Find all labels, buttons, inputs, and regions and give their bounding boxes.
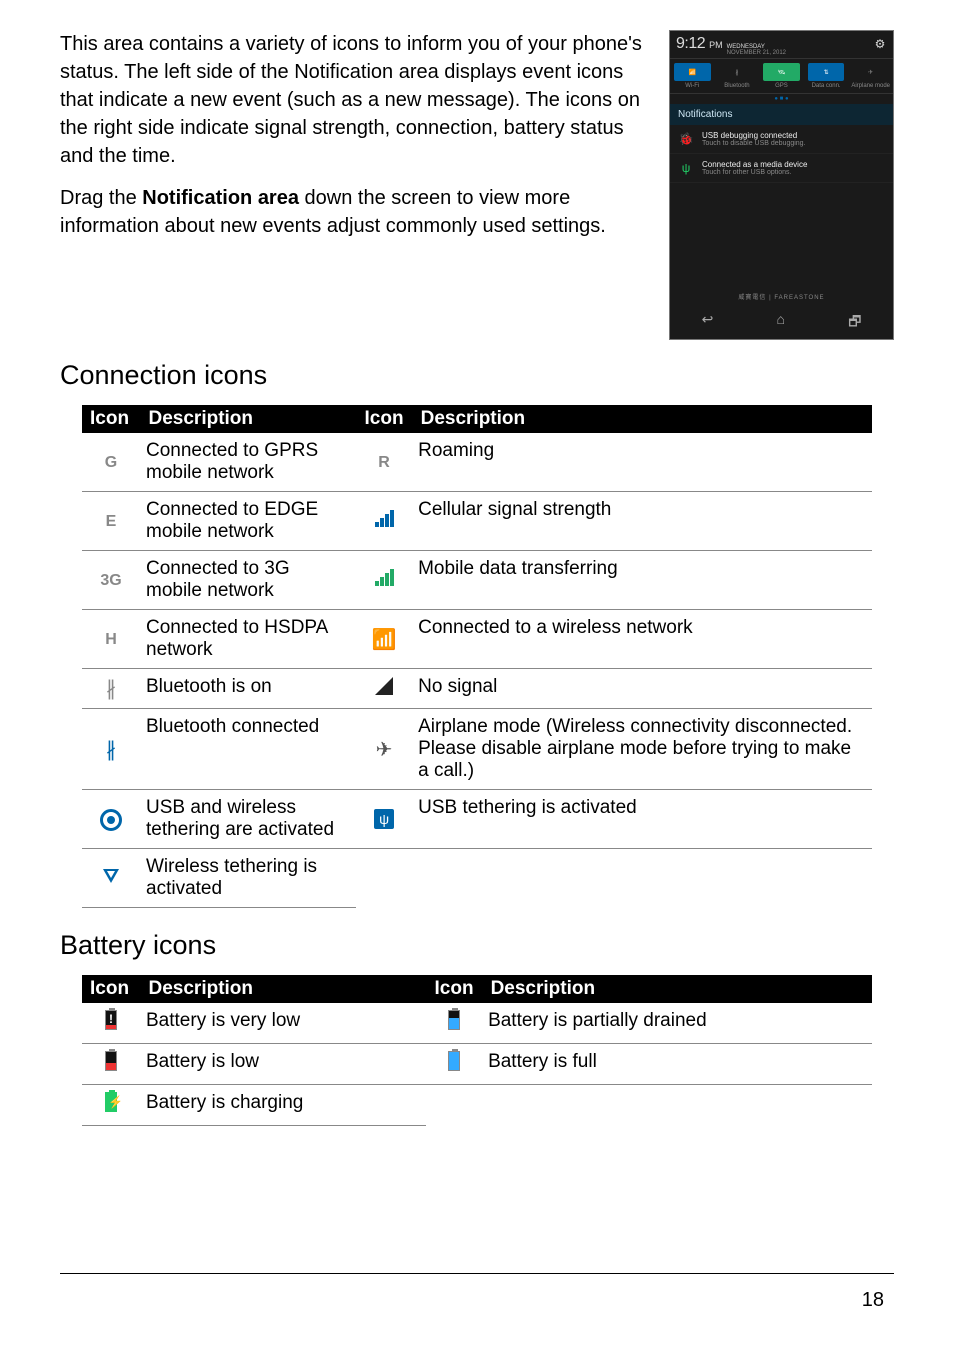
table-row: ∦ Bluetooth connected ✈ Airplane mode (W…	[82, 709, 872, 790]
gprs-icon: G	[105, 454, 117, 471]
home-icon: ⌂	[777, 311, 785, 335]
connection-icons-table: Icon Description Icon Description G Conn…	[82, 405, 872, 908]
panel-date: NOVEMBER 21, 2012	[727, 50, 786, 56]
page-number: 18	[862, 1289, 884, 1312]
table-header-row: Icon Description Icon Description	[82, 975, 872, 1003]
col-desc-2: Description	[412, 405, 871, 433]
toggle-data: ⇅Data conn.	[804, 63, 849, 89]
signal-strength-icon	[375, 509, 394, 527]
recent-icon: 🗗	[848, 311, 861, 335]
battery-partial-icon	[448, 1010, 460, 1030]
table-row: ! Battery is very low Battery is partial…	[82, 1003, 872, 1044]
table-row: H Connected to HSDPA network 📶 Connected…	[82, 610, 872, 669]
battery-very-low-icon: !	[105, 1010, 117, 1030]
usb-tethering-icon: ψ	[374, 809, 394, 829]
roaming-icon: R	[378, 454, 390, 471]
panel-time-row: 9:12 PM WEDNESDAY NOVEMBER 21, 2012 ⚙	[670, 31, 893, 58]
battery-charging-icon: ⚡	[105, 1092, 117, 1112]
airplane-mode-icon: ✈	[376, 739, 393, 761]
bluetooth-on-icon: ∦	[106, 678, 116, 700]
battery-icons-table: Icon Description Icon Description ! Batt…	[82, 975, 872, 1126]
col-icon-2: Icon	[356, 405, 412, 433]
col-desc-1: Description	[140, 975, 426, 1003]
notifications-header: Notifications	[670, 104, 893, 125]
notification-area-bold: Notification area	[142, 187, 299, 209]
tethering-both-icon	[100, 809, 122, 831]
panel-time: 9:12	[676, 35, 705, 53]
bluetooth-connected-icon: ∦	[106, 739, 116, 761]
table-row: 3G Connected to 3G mobile network Mobile…	[82, 551, 872, 610]
table-row: ⚡ Battery is charging	[82, 1085, 872, 1126]
notif-item-1: 🐞 USB debugging connected Touch to disab…	[670, 125, 893, 154]
toggle-airplane: ✈Airplane mode	[848, 63, 893, 89]
col-icon-2: Icon	[426, 975, 482, 1003]
table-row: E Connected to EDGE mobile network Cellu…	[82, 492, 872, 551]
battery-icons-heading: Battery icons	[60, 930, 894, 961]
table-row: Battery is low Battery is full	[82, 1044, 872, 1085]
data-transfer-icon	[375, 568, 394, 586]
notif-item-2: ψ Connected as a media device Touch for …	[670, 154, 893, 183]
footer-rule	[60, 1273, 894, 1274]
wifi-tethering-icon	[101, 867, 121, 883]
bug-icon: 🐞	[678, 131, 694, 147]
intro-para-2: Drag the Notification area down the scre…	[60, 184, 655, 240]
3g-icon: 3G	[100, 572, 121, 589]
no-signal-icon	[375, 677, 393, 695]
table-row: G Connected to GPRS mobile network R Roa…	[82, 433, 872, 492]
col-desc-2: Description	[482, 975, 871, 1003]
table-row: ∦ Bluetooth is on No signal	[82, 669, 872, 709]
intro-para-1: This area contains a variety of icons to…	[60, 30, 655, 170]
edge-icon: E	[106, 513, 117, 530]
back-icon: ↩	[702, 311, 714, 335]
col-icon-1: Icon	[82, 405, 140, 433]
usb-icon: ψ	[678, 160, 694, 176]
settings-icon: ⚙	[873, 37, 887, 51]
panel-nav-buttons: ↩ ⌂ 🗗	[670, 305, 893, 339]
notification-panel-screenshot: 9:12 PM WEDNESDAY NOVEMBER 21, 2012 ⚙ 📶W…	[669, 30, 894, 340]
battery-low-icon	[105, 1051, 117, 1071]
wifi-connected-icon: 📶	[372, 629, 397, 651]
toggle-wifi: 📶Wi-Fi	[670, 63, 715, 89]
toggle-gps: 🛰GPS	[759, 63, 804, 89]
hsdpa-icon: H	[105, 631, 117, 648]
table-header-row: Icon Description Icon Description	[82, 405, 872, 433]
panel-pm: PM	[709, 40, 723, 50]
panel-toggles: 📶Wi-Fi ∦Bluetooth 🛰GPS ⇅Data conn. ✈Airp…	[670, 58, 893, 94]
col-icon-1: Icon	[82, 975, 140, 1003]
panel-page-dots: ● ■ ●	[670, 94, 893, 104]
connection-icons-heading: Connection icons	[60, 360, 894, 391]
col-desc-1: Description	[140, 405, 356, 433]
toggle-bluetooth: ∦Bluetooth	[715, 63, 760, 89]
intro-text: This area contains a variety of icons to…	[60, 30, 655, 340]
panel-carrier: 威寶電信 | FAREASTONE	[670, 288, 893, 305]
battery-full-icon	[448, 1051, 460, 1071]
intro-section: This area contains a variety of icons to…	[60, 30, 894, 340]
table-row: USB and wireless tethering are activated…	[82, 790, 872, 849]
table-row: Wireless tethering is activated	[82, 849, 872, 908]
